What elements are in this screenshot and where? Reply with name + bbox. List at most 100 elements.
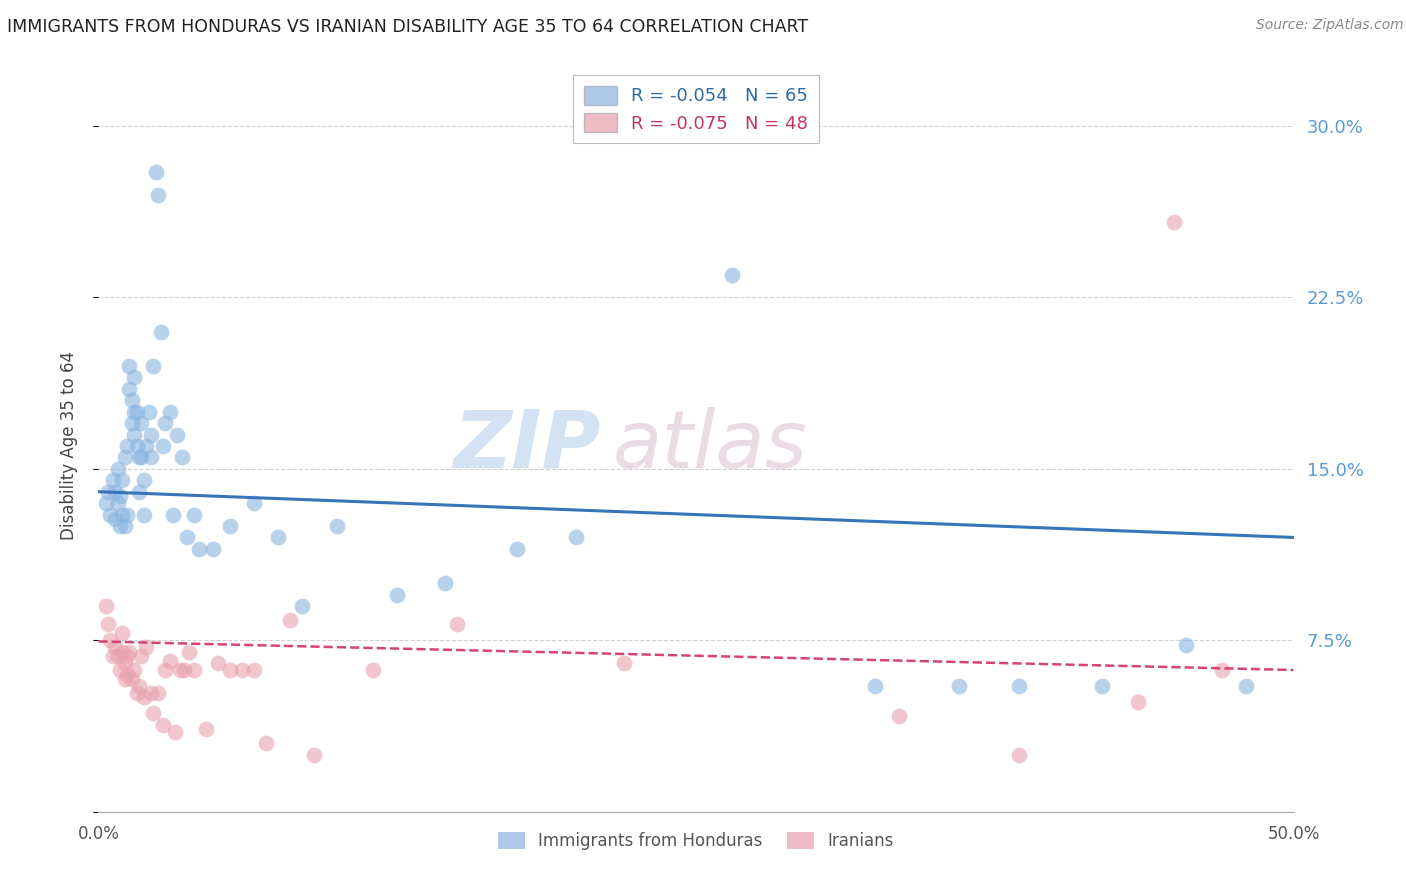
Point: [291, 599, 314, 613]
Point: [1007, 747, 1029, 762]
Point: [111, 473, 134, 487]
Point: [97, 484, 120, 499]
Point: [948, 679, 970, 693]
Point: [118, 359, 141, 373]
Point: [183, 663, 205, 677]
Point: [179, 645, 201, 659]
Point: [98, 508, 122, 522]
Point: [98, 633, 122, 648]
Legend: Immigrants from Honduras, Iranians: Immigrants from Honduras, Iranians: [489, 823, 903, 858]
Point: [1163, 215, 1185, 229]
Point: [267, 530, 290, 544]
Point: [132, 473, 155, 487]
Point: [1128, 695, 1150, 709]
Point: [108, 489, 131, 503]
Point: [124, 427, 146, 442]
Point: [114, 672, 136, 686]
Point: [446, 617, 468, 632]
Point: [207, 656, 229, 670]
Point: [104, 484, 127, 499]
Point: [155, 416, 177, 430]
Point: [166, 427, 188, 442]
Point: [385, 588, 409, 602]
Point: [125, 405, 148, 419]
Point: [132, 690, 155, 705]
Point: [302, 747, 325, 762]
Point: [231, 663, 253, 677]
Point: [108, 663, 131, 677]
Point: [115, 649, 138, 664]
Point: [128, 484, 150, 499]
Text: Source: ZipAtlas.com: Source: ZipAtlas.com: [1256, 18, 1403, 32]
Point: [111, 508, 134, 522]
Y-axis label: Disability Age 35 to 64: Disability Age 35 to 64: [59, 351, 77, 541]
Point: [121, 416, 143, 430]
Point: [159, 405, 181, 419]
Point: [104, 512, 127, 526]
Point: [863, 679, 887, 693]
Point: [128, 679, 150, 693]
Point: [194, 723, 218, 737]
Point: [889, 708, 911, 723]
Point: [565, 530, 588, 544]
Point: [125, 439, 148, 453]
Point: [142, 359, 165, 373]
Point: [107, 649, 129, 664]
Point: [131, 649, 153, 664]
Point: [121, 672, 143, 686]
Point: [108, 519, 131, 533]
Point: [172, 450, 194, 465]
Point: [135, 640, 157, 655]
Text: ZIP: ZIP: [453, 407, 600, 485]
Point: [107, 462, 129, 476]
Point: [138, 405, 160, 419]
Point: [433, 576, 456, 591]
Point: [118, 645, 141, 659]
Point: [104, 640, 127, 655]
Point: [111, 645, 134, 659]
Point: [139, 686, 162, 700]
Point: [142, 706, 165, 721]
Point: [176, 530, 198, 544]
Point: [124, 370, 146, 384]
Point: [124, 663, 146, 677]
Point: [1234, 679, 1257, 693]
Point: [125, 686, 148, 700]
Point: [169, 663, 191, 677]
Point: [94, 599, 117, 613]
Point: [243, 663, 266, 677]
Point: [101, 473, 124, 487]
Point: [135, 439, 157, 453]
Point: [114, 450, 136, 465]
Point: [124, 405, 146, 419]
Point: [721, 268, 744, 282]
Point: [506, 541, 529, 556]
Point: [132, 508, 155, 522]
Point: [131, 416, 153, 430]
Point: [121, 393, 143, 408]
Point: [219, 519, 242, 533]
Point: [139, 450, 162, 465]
Point: [163, 724, 186, 739]
Point: [243, 496, 266, 510]
Point: [97, 617, 120, 632]
Point: [101, 649, 124, 664]
Point: [187, 541, 209, 556]
Point: [254, 736, 277, 750]
Point: [1007, 679, 1029, 693]
Point: [162, 508, 184, 522]
Point: [139, 427, 162, 442]
Point: [115, 667, 138, 681]
Point: [219, 663, 242, 677]
Point: [173, 663, 195, 677]
Point: [114, 519, 136, 533]
Point: [107, 496, 129, 510]
Point: [155, 663, 177, 677]
Point: [128, 450, 150, 465]
Point: [202, 541, 225, 556]
Point: [152, 439, 174, 453]
Point: [115, 439, 138, 453]
Point: [114, 656, 136, 670]
Point: [1175, 638, 1198, 652]
Point: [363, 663, 385, 677]
